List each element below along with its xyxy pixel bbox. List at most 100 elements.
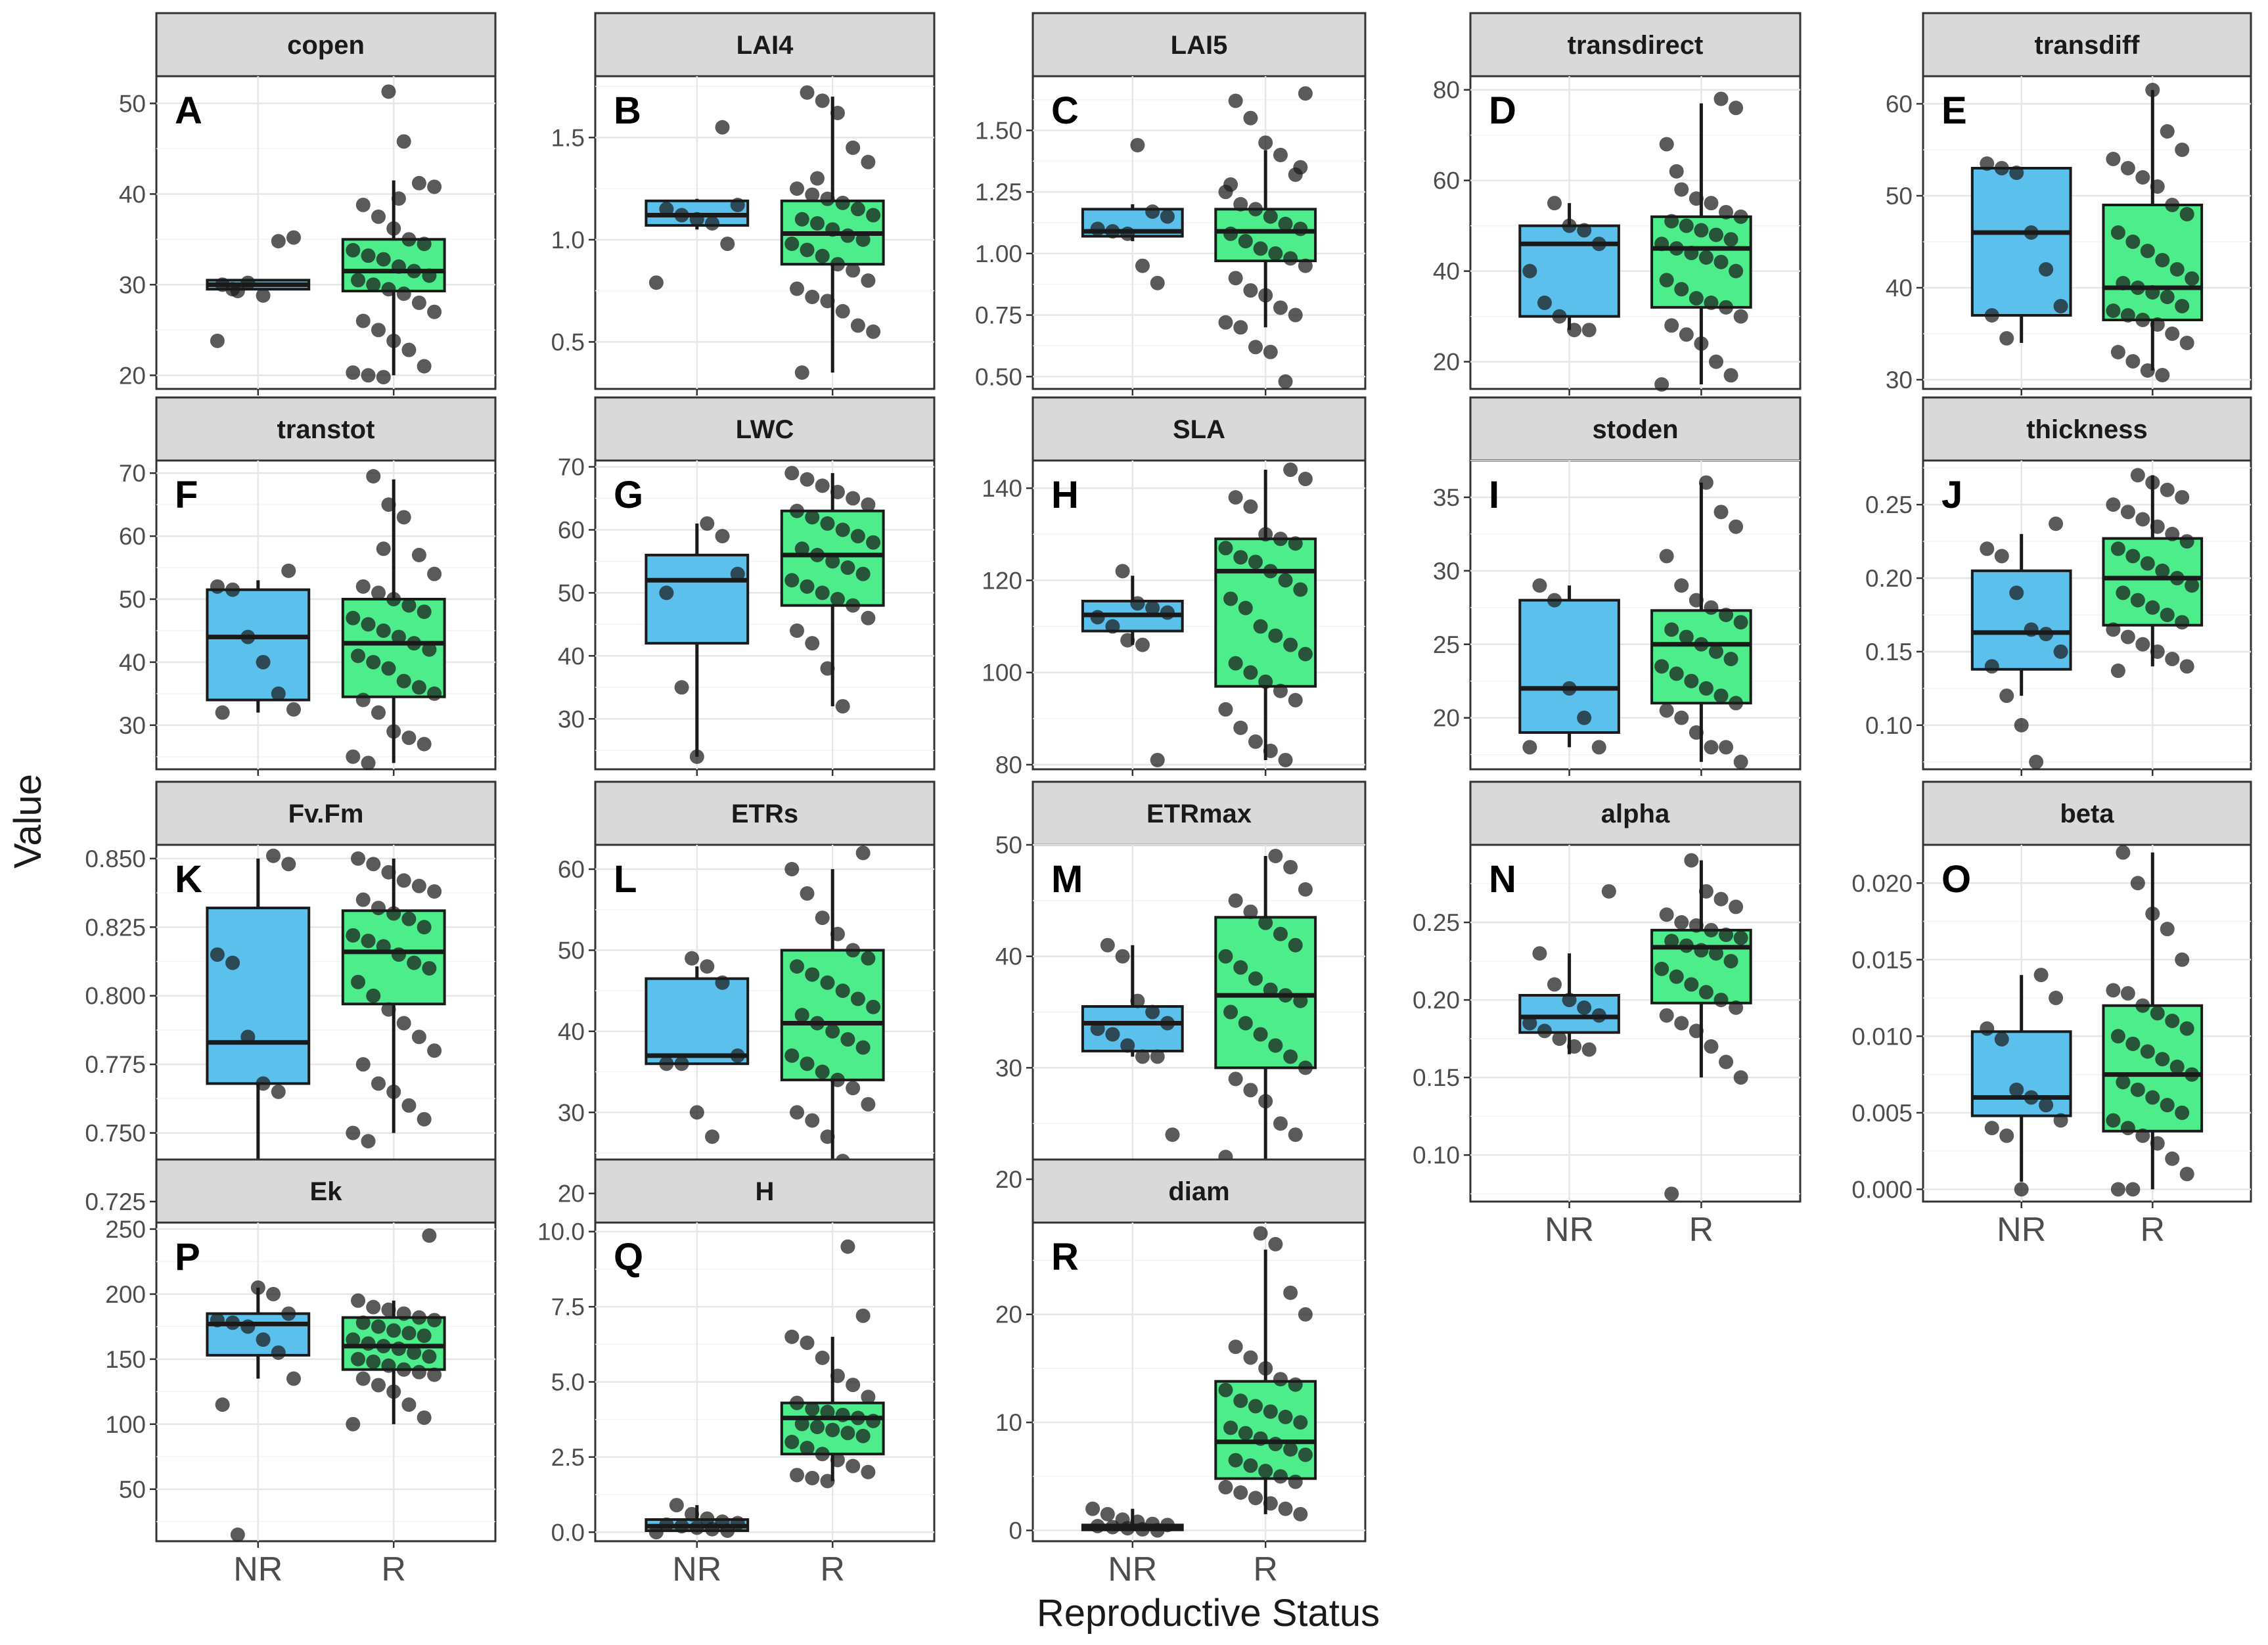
panel-Fv-Fm: Fv.Fm 0.725 0.750 0.775 0.800 0.825 0.850 K [85,780,497,1215]
data-point [386,1384,401,1399]
data-point [685,1506,700,1521]
data-point [1165,1127,1180,1142]
y-tick-label: 70 [119,460,146,487]
data-point [381,865,396,880]
data-point [1238,234,1253,249]
data-point [1547,977,1562,992]
data-point [1980,156,1995,171]
panel-background [155,1221,497,1543]
data-point [396,510,411,525]
data-point [2130,1082,2145,1097]
data-point [1719,204,1734,219]
data-point [346,1125,361,1140]
data-point [1278,374,1293,389]
data-point [855,845,871,861]
y-tick-label: 5.0 [551,1369,585,1396]
data-point [2165,327,2180,341]
data-point [366,1299,381,1315]
data-point [286,230,301,245]
y-tick-label: 40 [558,642,585,669]
data-point [835,522,850,537]
data-point [401,1326,417,1341]
data-point [846,1081,861,1096]
data-point [784,573,800,588]
data-point [720,237,735,252]
data-point [1729,696,1744,711]
data-point [830,592,845,607]
data-point [1278,988,1293,1003]
data-point [371,1076,386,1091]
data-point [1723,954,1738,969]
data-point [1283,1442,1298,1457]
data-point [1689,725,1704,740]
data-point [427,304,442,319]
data-point [1248,1491,1263,1506]
data-point [2145,83,2160,97]
data-point [401,911,417,926]
data-point [355,892,371,907]
data-point [820,1405,835,1420]
data-point [2160,922,2175,937]
data-point [1263,344,1278,359]
data-point [210,579,225,594]
data-point [1729,519,1744,534]
data-point [1288,937,1303,953]
data-point [1283,462,1298,478]
data-point [1293,993,1308,1008]
y-tick-label: 0.010 [1851,1023,1913,1050]
data-point [809,1016,825,1031]
data-point [1719,608,1734,622]
data-point [2024,1090,2039,1105]
data-point [790,623,805,638]
data-point [1689,191,1704,206]
data-point [2140,1044,2155,1059]
data-point [846,1458,861,1474]
data-point [1253,619,1268,634]
data-point [1654,377,1669,392]
data-point [386,221,401,236]
data-point [401,342,417,357]
data-point [210,947,225,962]
data-point [1567,323,1582,338]
data-point [846,943,861,958]
data-point [2135,170,2150,185]
data-point [1522,1016,1537,1031]
data-point [2140,363,2155,378]
data-point [794,212,809,227]
data-point [689,212,704,227]
data-point [2116,585,2131,600]
data-point [351,851,366,866]
y-tick-label: 10 [995,1409,1022,1436]
y-tick-label: 0.20 [1413,987,1460,1014]
x-tick-label: NR [1997,1211,2046,1249]
x-tick-label: NR [1545,1211,1594,1249]
data-point [790,181,805,196]
data-point [1719,927,1734,942]
data-point [361,248,376,263]
data-point [2106,497,2121,512]
data-point [1268,246,1283,261]
data-point [401,232,417,247]
data-point [659,585,674,600]
data-point [1263,1496,1278,1511]
data-point [1999,1128,2014,1143]
data-point [407,263,422,279]
data-point [1537,295,1552,310]
data-point [861,497,876,512]
data-point [355,1315,371,1330]
data-point [427,686,442,701]
data-point [861,951,876,966]
data-point [417,1112,432,1127]
data-point [855,1040,871,1055]
data-point [2135,637,2150,652]
data-point [1085,1501,1100,1516]
y-tick-label: 0.20 [1865,565,1913,592]
data-point [820,661,835,676]
data-point [1679,218,1694,233]
data-point [790,1468,805,1483]
data-point [401,598,417,613]
data-point [230,1527,245,1543]
data-point [2106,1113,2121,1128]
data-point [674,1519,689,1534]
data-point [376,623,391,638]
